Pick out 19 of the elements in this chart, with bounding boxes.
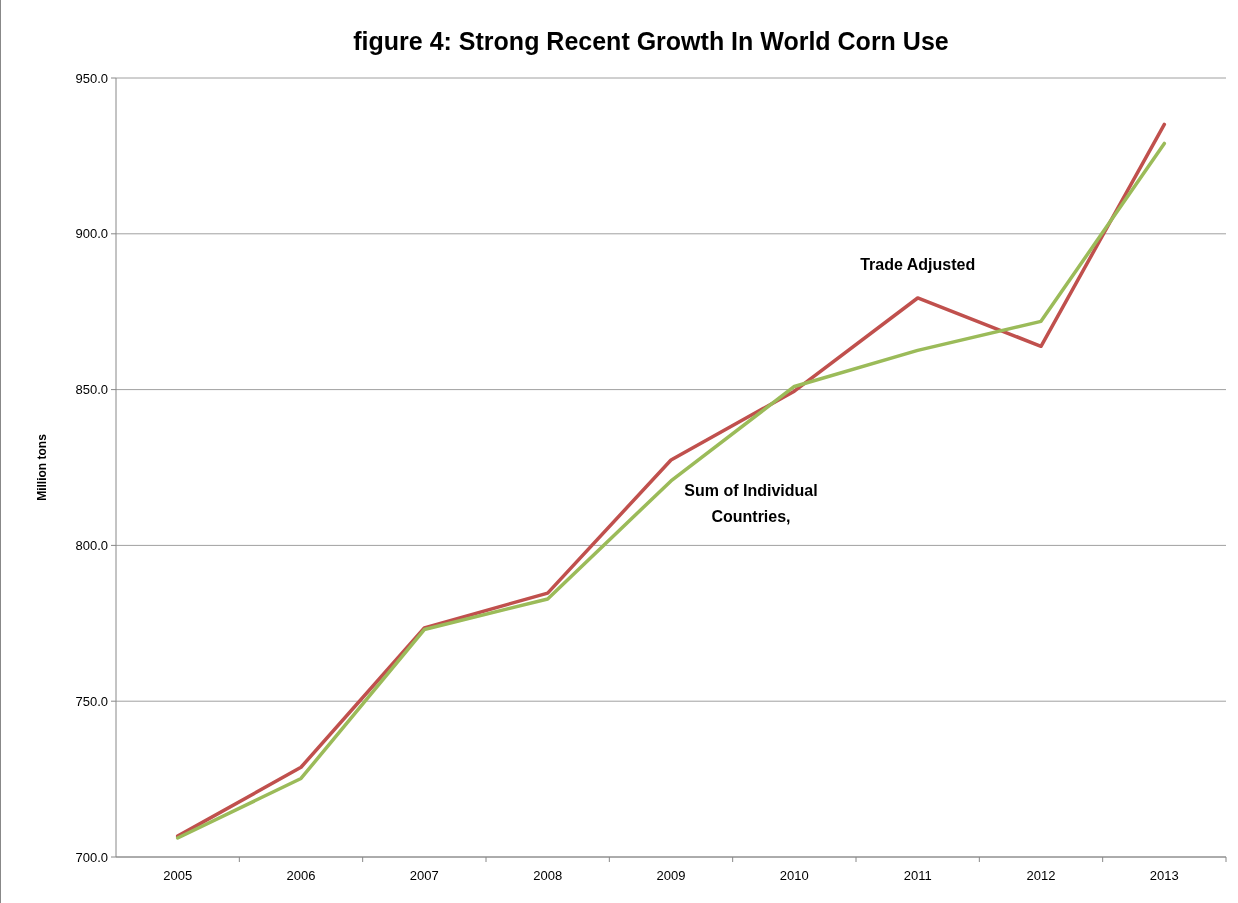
x-tick-label: 2010 bbox=[779, 868, 809, 883]
y-tick-label: 750.0 bbox=[75, 693, 108, 709]
y-tick-label: 800.0 bbox=[75, 537, 108, 553]
x-tick-label: 2006 bbox=[286, 868, 316, 883]
x-tick-label: 2013 bbox=[1149, 868, 1179, 883]
text: Trade Adjusted bbox=[860, 255, 976, 273]
x-tick-label: 2008 bbox=[533, 868, 563, 883]
x-tick-label: 2011 bbox=[903, 868, 932, 883]
series-label: Sum of Individual Countries, bbox=[684, 481, 818, 525]
y-tick-label: 950.0 bbox=[75, 70, 108, 86]
x-tick-label: 2005 bbox=[163, 868, 193, 883]
chart-title: figure 4: Strong Recent Growth In World Corn Use bbox=[353, 27, 949, 55]
x-tick-label: 2012 bbox=[1026, 868, 1056, 883]
y-axis-title: Million tons bbox=[35, 433, 49, 501]
x-tick-label: 2009 bbox=[656, 868, 686, 883]
x-tick-label: 2007 bbox=[409, 868, 439, 883]
y-tick-label: 700.0 bbox=[75, 849, 108, 865]
y-tick-label: 850.0 bbox=[75, 382, 108, 398]
y-tick-label: 900.0 bbox=[75, 226, 108, 242]
